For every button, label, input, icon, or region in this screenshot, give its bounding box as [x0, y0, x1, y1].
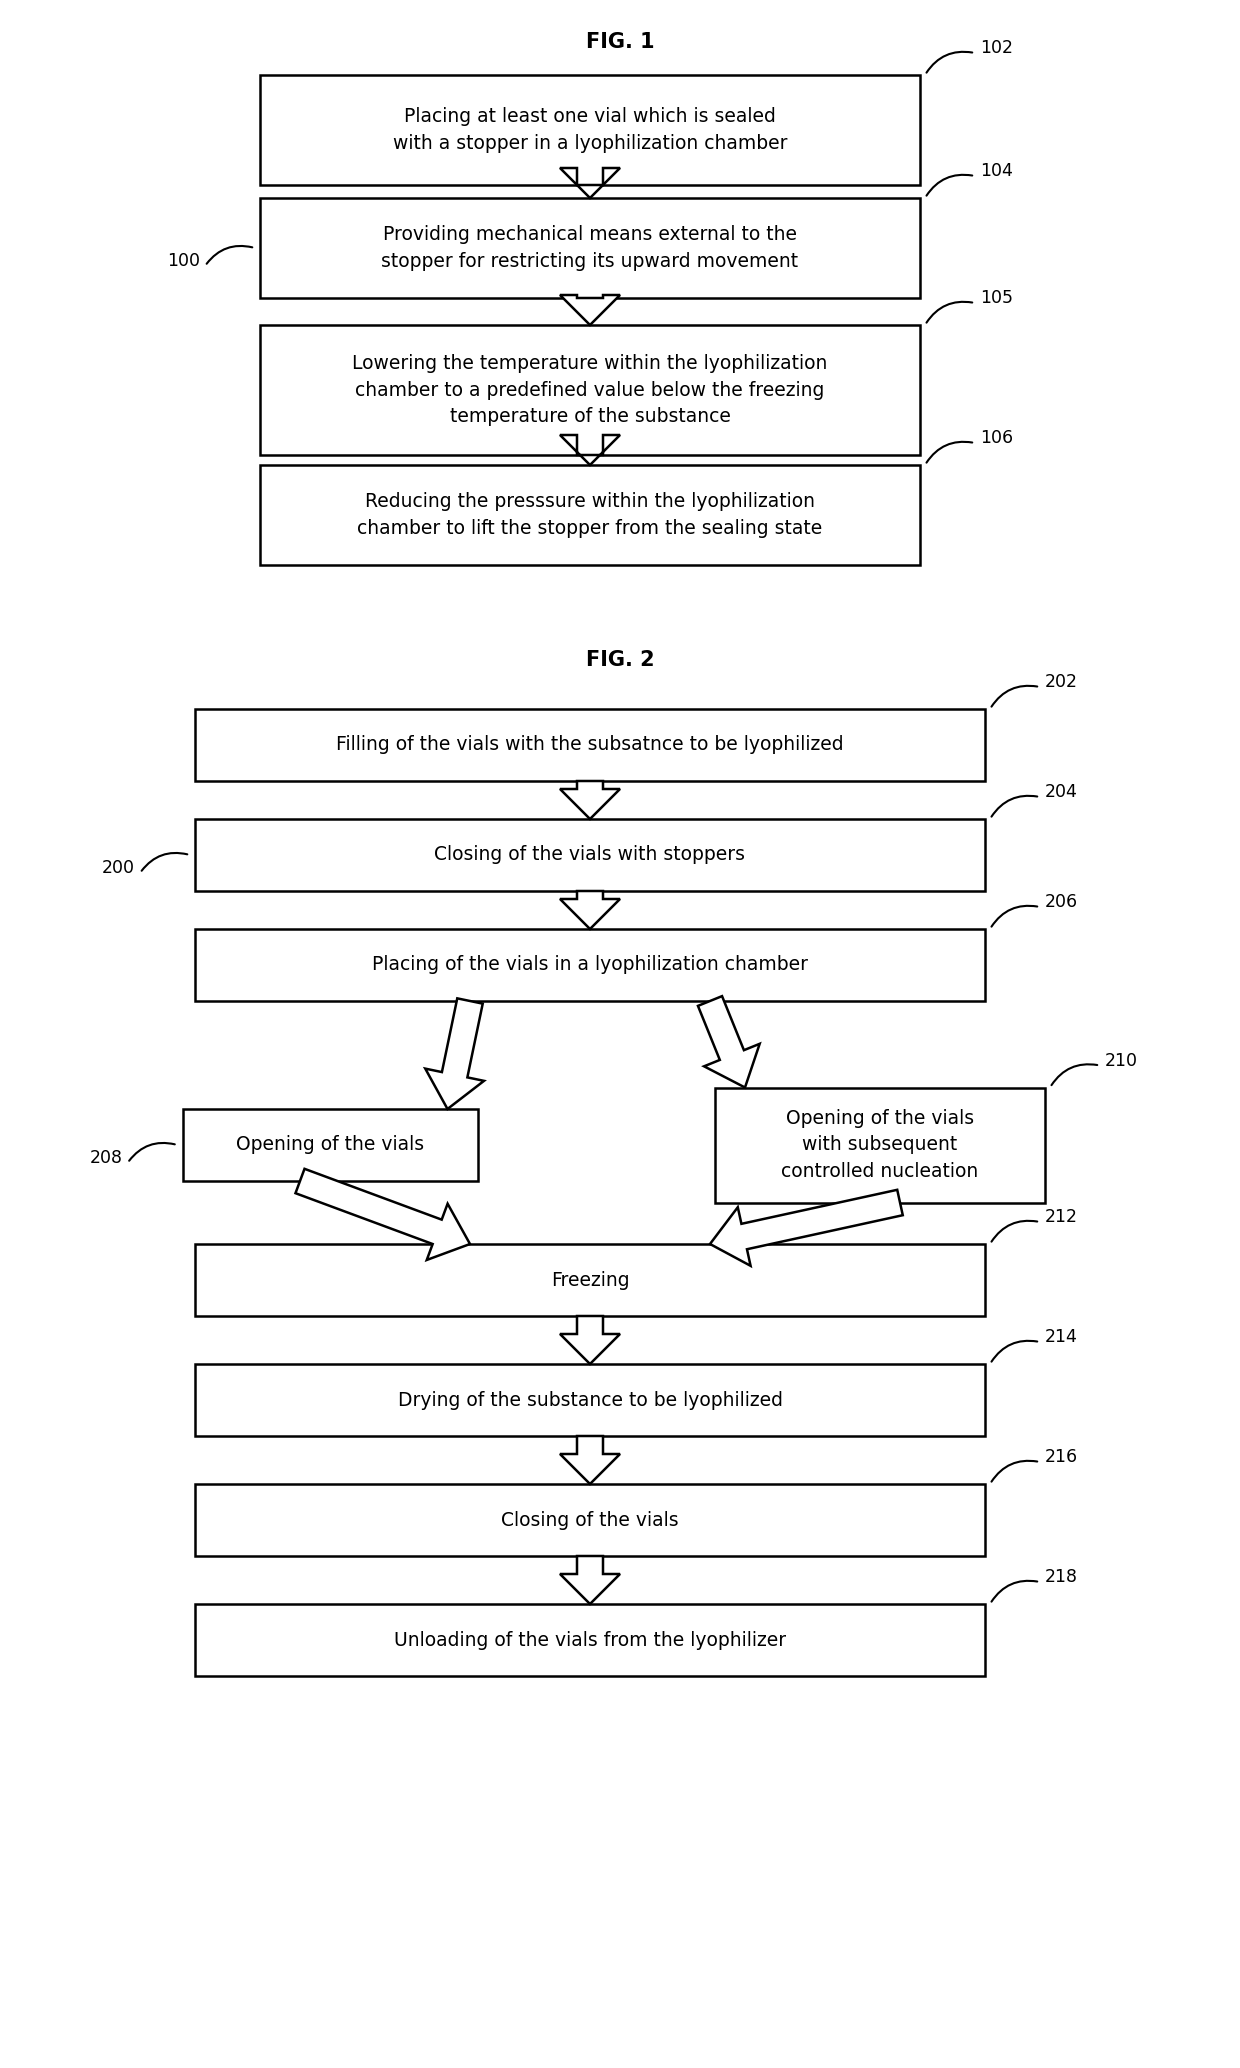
Bar: [182, 1108, 477, 1181]
Text: Unloading of the vials from the lyophilizer: Unloading of the vials from the lyophili…: [394, 1630, 786, 1650]
Bar: [260, 199, 920, 298]
Text: Lowering the temperature within the lyophilization
chamber to a predefined value: Lowering the temperature within the lyop…: [352, 354, 827, 426]
Bar: [260, 325, 920, 455]
Polygon shape: [711, 1189, 903, 1266]
Text: FIG. 1: FIG. 1: [585, 31, 655, 52]
Bar: [195, 1605, 985, 1675]
Polygon shape: [560, 1555, 620, 1605]
Bar: [195, 709, 985, 782]
Polygon shape: [425, 999, 484, 1108]
Polygon shape: [560, 434, 620, 465]
Bar: [195, 819, 985, 891]
Text: Filling of the vials with the subsatnce to be lyophilized: Filling of the vials with the subsatnce …: [336, 736, 843, 755]
Text: 104: 104: [980, 161, 1013, 180]
Text: Placing of the vials in a lyophilization chamber: Placing of the vials in a lyophilization…: [372, 955, 808, 974]
Text: 105: 105: [980, 290, 1013, 306]
Text: 100: 100: [167, 252, 200, 271]
Text: 218: 218: [1045, 1568, 1078, 1586]
Text: Drying of the substance to be lyophilized: Drying of the substance to be lyophilize…: [398, 1390, 782, 1410]
Text: 106: 106: [980, 428, 1013, 447]
Text: Closing of the vials: Closing of the vials: [501, 1510, 678, 1530]
Text: 212: 212: [1045, 1208, 1078, 1226]
Text: 210: 210: [1105, 1051, 1138, 1069]
Text: 206: 206: [1045, 893, 1078, 912]
Text: Freezing: Freezing: [551, 1270, 630, 1290]
Polygon shape: [295, 1168, 470, 1259]
Polygon shape: [560, 296, 620, 325]
Text: 102: 102: [980, 39, 1013, 58]
Polygon shape: [560, 891, 620, 929]
Text: Placing at least one vial which is sealed
with a stopper in a lyophilization cha: Placing at least one vial which is seale…: [393, 108, 787, 153]
Polygon shape: [560, 1315, 620, 1365]
Bar: [195, 1485, 985, 1555]
Bar: [260, 74, 920, 184]
Polygon shape: [560, 782, 620, 819]
Bar: [195, 1365, 985, 1435]
Bar: [195, 929, 985, 1001]
Text: Closing of the vials with stoppers: Closing of the vials with stoppers: [434, 846, 745, 864]
Polygon shape: [698, 997, 760, 1088]
Text: 214: 214: [1045, 1328, 1078, 1346]
Text: FIG. 2: FIG. 2: [585, 649, 655, 670]
Text: Opening of the vials: Opening of the vials: [236, 1135, 424, 1154]
Text: Providing mechanical means external to the
stopper for restricting its upward mo: Providing mechanical means external to t…: [382, 225, 799, 271]
Bar: [195, 1245, 985, 1315]
Text: 202: 202: [1045, 672, 1078, 691]
Text: 216: 216: [1045, 1448, 1078, 1466]
Text: 208: 208: [89, 1150, 123, 1166]
Polygon shape: [560, 168, 620, 199]
Polygon shape: [560, 1435, 620, 1485]
Text: Reducing the presssure within the lyophilization
chamber to lift the stopper fro: Reducing the presssure within the lyophi…: [357, 492, 822, 538]
Bar: [260, 465, 920, 565]
Text: 200: 200: [102, 858, 135, 877]
Text: 204: 204: [1045, 784, 1078, 800]
Text: Opening of the vials
with subsequent
controlled nucleation: Opening of the vials with subsequent con…: [781, 1108, 978, 1181]
Bar: [715, 1088, 1045, 1202]
